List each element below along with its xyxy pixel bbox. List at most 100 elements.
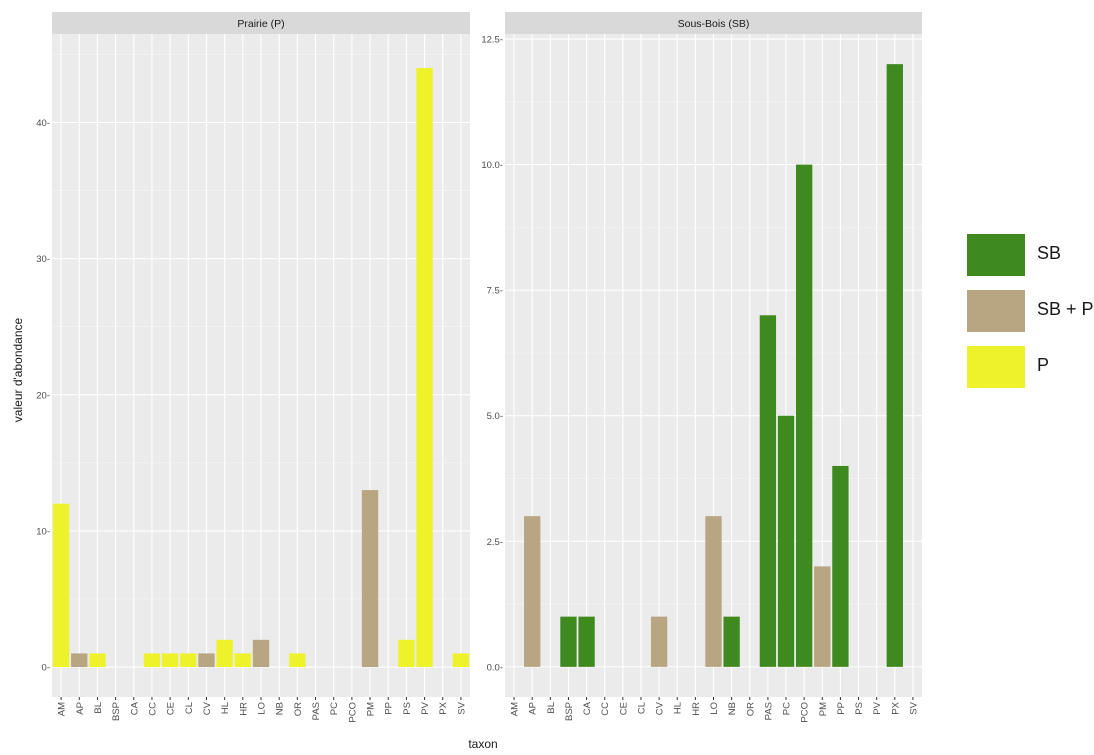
y-tick-label: 20- [36, 390, 50, 401]
x-tick-label: PP [384, 702, 395, 715]
y-tick-label: 0- [42, 663, 50, 674]
legend-item-sb-p: SB + P [967, 290, 1094, 346]
x-tick-label: PAS [311, 702, 322, 720]
x-tick-label: PAS [763, 702, 774, 720]
x-tick-label: NB [727, 702, 738, 715]
y-tick-label: 5.0- [487, 411, 503, 422]
x-tick-label: OR [293, 702, 304, 716]
panel-title: Prairie (P) [237, 18, 284, 30]
x-tick-label: BL [93, 702, 104, 714]
x-tick-label: AM [57, 702, 68, 716]
panel-title: Sous-Bois (SB) [678, 18, 750, 30]
x-tick-label: HL [220, 702, 231, 714]
x-tick-label: SV [908, 701, 919, 714]
x-tick-label: CL [636, 702, 647, 714]
x-tick-label: NB [275, 702, 286, 715]
y-tick-label: 0.0- [487, 662, 503, 673]
x-tick-label: PCO [347, 702, 358, 723]
y-tick-label: 10.0- [481, 160, 503, 171]
bar-hr [234, 653, 252, 668]
x-tick-label: CC [147, 702, 158, 716]
x-tick-label: SV [456, 701, 467, 714]
legend-label-sb: SB [1037, 243, 1062, 263]
y-tick-label: 30- [36, 254, 50, 265]
bar-lo [252, 639, 270, 668]
x-tick-label: PS [402, 702, 413, 715]
bar-pc [777, 415, 795, 667]
bar-cv [198, 653, 215, 668]
bar-pco [795, 164, 813, 667]
bar-cc [143, 653, 161, 668]
bar-ca [578, 616, 595, 667]
bar-sv [452, 653, 470, 668]
legend-key-p [967, 346, 1025, 388]
x-tick-label: CA [129, 701, 140, 715]
bar-cv [650, 616, 668, 667]
x-tick-label: HL [673, 702, 684, 714]
x-tick-label: HR [691, 702, 702, 716]
x-tick-label: AP [75, 702, 86, 715]
x-tick-label: PV [420, 701, 431, 714]
x-tick-label: BSP [111, 702, 122, 721]
x-tick-label: CE [618, 702, 629, 715]
y-tick-label: 40- [36, 118, 50, 129]
x-axis-title: taxon [468, 737, 497, 751]
x-tick-label: OR [745, 702, 756, 716]
bar-or [289, 653, 306, 668]
bar-ap [524, 516, 541, 667]
x-tick-label: CV [655, 701, 666, 715]
x-tick-label: LO [257, 702, 268, 715]
y-tick-label: 12.5- [481, 35, 503, 46]
bar-pas [759, 315, 777, 667]
y-tick-label: 2.5- [487, 537, 503, 548]
bar-pm [361, 490, 379, 668]
x-tick-label: PCO [800, 702, 811, 723]
x-tick-label: AM [510, 702, 521, 716]
x-tick-label: PM [366, 702, 377, 716]
x-tick-label: AP [528, 702, 539, 715]
legend-label-p: P [1037, 355, 1050, 375]
bar-nb [723, 616, 740, 667]
x-tick-label: CE [166, 702, 177, 715]
x-tick-label: LO [709, 702, 720, 715]
bar-pv [416, 68, 433, 668]
bar-bsp [560, 616, 577, 667]
legend-item-sb: SB [967, 234, 1093, 290]
panel-strip [52, 12, 470, 34]
bar-pm [814, 566, 831, 667]
legend-key-sb [967, 234, 1025, 276]
bar-ap [71, 653, 88, 668]
x-tick-label: PM [818, 702, 829, 716]
bar-lo [705, 516, 722, 667]
x-tick-label: HR [238, 702, 249, 716]
x-tick-label: CA [582, 701, 593, 715]
x-tick-label: PC [329, 702, 340, 715]
bar-ce [161, 653, 179, 668]
legend-item-p: P [967, 346, 1093, 402]
y-axis-title: valeur d'abondance [11, 317, 25, 422]
legend-label-sb-p: SB + P [1037, 299, 1094, 319]
bar-pp [832, 465, 849, 667]
x-tick-label: PC [782, 702, 793, 715]
x-tick-label: PX [438, 701, 449, 714]
panel-strip [505, 12, 922, 34]
bar-am [52, 503, 70, 668]
x-tick-label: PS [854, 702, 865, 715]
x-tick-label: PV [872, 701, 883, 714]
y-tick-label: 10- [36, 526, 50, 537]
x-tick-label: CV [202, 701, 213, 715]
x-tick-label: PX [890, 701, 901, 714]
x-tick-label: BL [546, 702, 557, 714]
bar-ps [398, 639, 415, 668]
y-tick-label: 7.5- [487, 286, 503, 297]
panel-1: Prairie (P) 0- 10- 20- 30- 40- AM AP BL BSP CA CC CE… [36, 12, 470, 723]
legend-key-sb-p [967, 290, 1025, 332]
bar-bl [89, 653, 106, 668]
x-tick-label: CL [184, 702, 195, 714]
panel-2: Sous-Bois (SB) 0.0- 2.5- 5.0- 7.5- 10.0- 12.5-… [481, 12, 922, 723]
x-tick-label: PP [836, 702, 847, 715]
bar-cl [180, 653, 197, 668]
bar-px [886, 64, 903, 667]
x-tick-label: BSP [564, 702, 575, 721]
